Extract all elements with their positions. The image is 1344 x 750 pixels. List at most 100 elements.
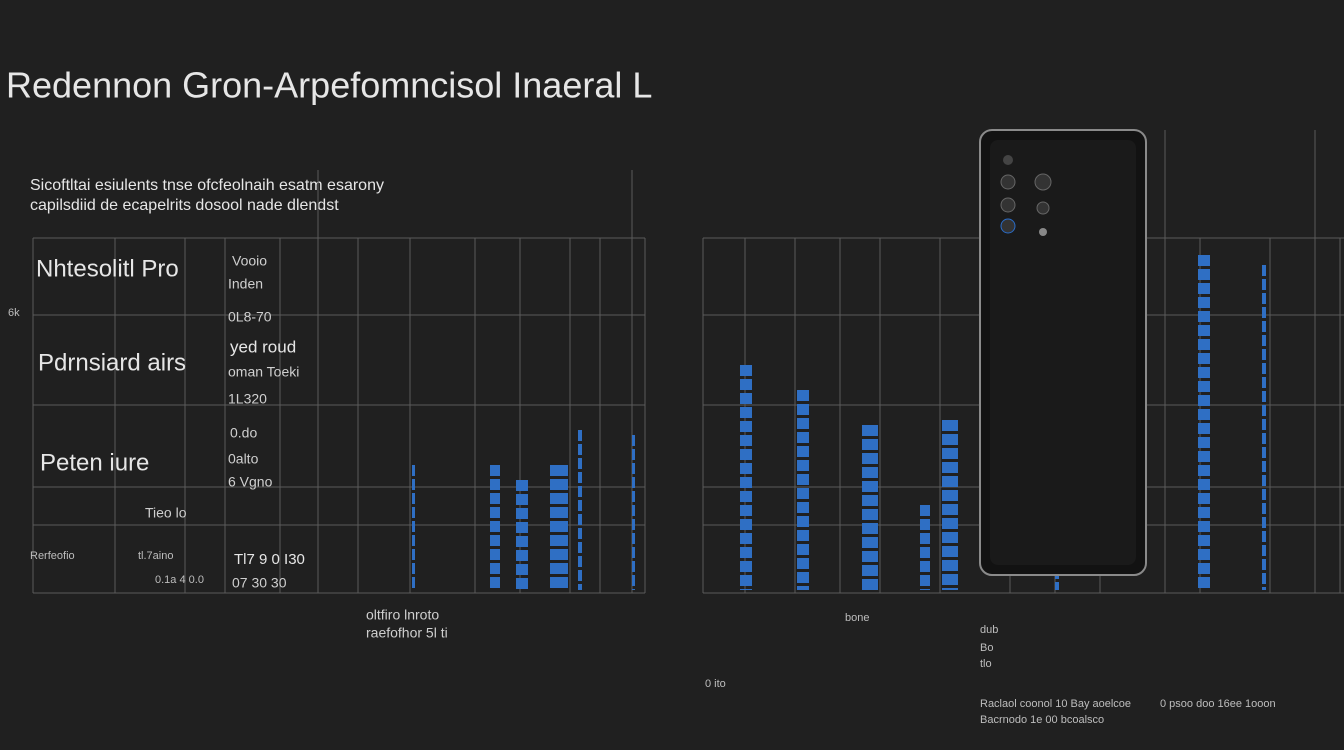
note: yed roud: [230, 337, 296, 356]
bar-segment: [490, 479, 500, 490]
row-label: Nhtesolitl Pro: [36, 255, 179, 282]
bar-segment: [797, 586, 809, 590]
bar-segment: [1262, 335, 1266, 346]
bar-segment: [1262, 489, 1266, 500]
bar-segment: [578, 472, 582, 483]
bar-segment: [740, 533, 752, 544]
bar-segment: [1198, 311, 1210, 322]
bar-segment: [797, 390, 809, 401]
bar-segment: [797, 544, 809, 555]
note: Tieo lo: [145, 505, 187, 521]
bar-segment: [1262, 377, 1266, 388]
bar-segment: [740, 575, 752, 586]
bar-segment: [578, 556, 582, 567]
bar-segment: [412, 549, 415, 560]
bar-segment: [862, 495, 878, 506]
bar-segment: [632, 589, 635, 590]
bar-segment: [797, 572, 809, 583]
bar-segment: [578, 458, 582, 469]
bar-segment: [942, 448, 958, 459]
bar-segment: [578, 570, 582, 581]
note: Bo: [980, 642, 993, 654]
bar-segment: [1198, 283, 1210, 294]
bar-segment: [862, 579, 878, 590]
bar-segment: [550, 465, 568, 476]
bar-segment: [740, 463, 752, 474]
footer-note: 0 psoo doo 16ee 1ooon: [1160, 698, 1276, 710]
bar-segment: [1198, 549, 1210, 560]
bar-segment: [632, 533, 635, 544]
footer-note: Bacrnodo 1e 00 bcoalsco: [980, 714, 1104, 726]
bar-segment: [862, 439, 878, 450]
bar-segment: [550, 507, 568, 518]
note: Inden: [228, 276, 263, 292]
bar-segment: [516, 522, 528, 533]
note: 07 30 30: [232, 575, 287, 591]
bar-segment: [1262, 265, 1266, 276]
footer-note: Raclaol coonol 10 Bay aoelcoe: [980, 698, 1131, 710]
note: 0alto: [228, 451, 259, 467]
bar-segment: [1198, 479, 1210, 490]
bar-segment: [1198, 339, 1210, 350]
note: tlo: [980, 658, 992, 670]
bar-segment: [1198, 577, 1210, 588]
bar-segment: [490, 521, 500, 532]
bar-segment: [490, 563, 500, 574]
bar-segment: [412, 479, 415, 490]
bar-segment: [1198, 353, 1210, 364]
bar-segment: [632, 575, 635, 586]
bar-segment: [632, 561, 635, 572]
bar-segment: [1198, 367, 1210, 378]
side-label: 6k: [8, 307, 20, 319]
bar-segment: [490, 549, 500, 560]
note: bone: [845, 612, 869, 624]
bar-segment: [1198, 269, 1210, 280]
bar-segment: [1262, 433, 1266, 444]
bar-segment: [490, 493, 500, 504]
bar-segment: [516, 578, 528, 589]
bar-segment: [740, 407, 752, 418]
bar-segment: [942, 518, 958, 529]
note: 0.1a 4 0.0: [155, 574, 204, 586]
bar-segment: [1055, 582, 1059, 590]
bar-segment: [942, 574, 958, 585]
bar-segment: [862, 551, 878, 562]
bar-segment: [1262, 363, 1266, 374]
bar-segment: [1262, 293, 1266, 304]
bar-segment: [942, 546, 958, 557]
note: Vooio: [232, 253, 267, 269]
bar-segment: [942, 504, 958, 515]
bar-segment: [578, 430, 582, 441]
note: 0 ito: [705, 678, 726, 690]
bar-segment: [920, 561, 930, 572]
bar-segment: [1262, 587, 1266, 590]
note: 1L320: [228, 391, 267, 407]
bar-segment: [412, 465, 415, 476]
bar-segment: [1262, 573, 1266, 584]
bar-segment: [632, 477, 635, 488]
bar-segment: [1262, 419, 1266, 430]
bar-segment: [412, 563, 415, 574]
bar-segment: [1262, 475, 1266, 486]
bar-segment: [862, 481, 878, 492]
bar-segment: [740, 421, 752, 432]
note: 0L8-70: [228, 309, 272, 325]
bar-segment: [490, 465, 500, 476]
bar-segment: [920, 533, 930, 544]
bar-segment: [1262, 531, 1266, 542]
bar-segment: [862, 523, 878, 534]
subtitle: capilsdiid de ecapelrits dosool nade dle…: [30, 197, 339, 214]
bar-segment: [1262, 279, 1266, 290]
bar-segment: [942, 434, 958, 445]
bar-segment: [1262, 391, 1266, 402]
bar-segment: [1198, 493, 1210, 504]
bar-segment: [632, 491, 635, 502]
footer-note: oltfiro lnroto: [366, 607, 439, 623]
bar-segment: [632, 505, 635, 516]
bar-segment: [942, 462, 958, 473]
bar-segment: [550, 577, 568, 588]
bar-segment: [1198, 535, 1210, 546]
bar-segment: [1198, 507, 1210, 518]
bar-segment: [942, 588, 958, 590]
bar-segment: [1262, 321, 1266, 332]
